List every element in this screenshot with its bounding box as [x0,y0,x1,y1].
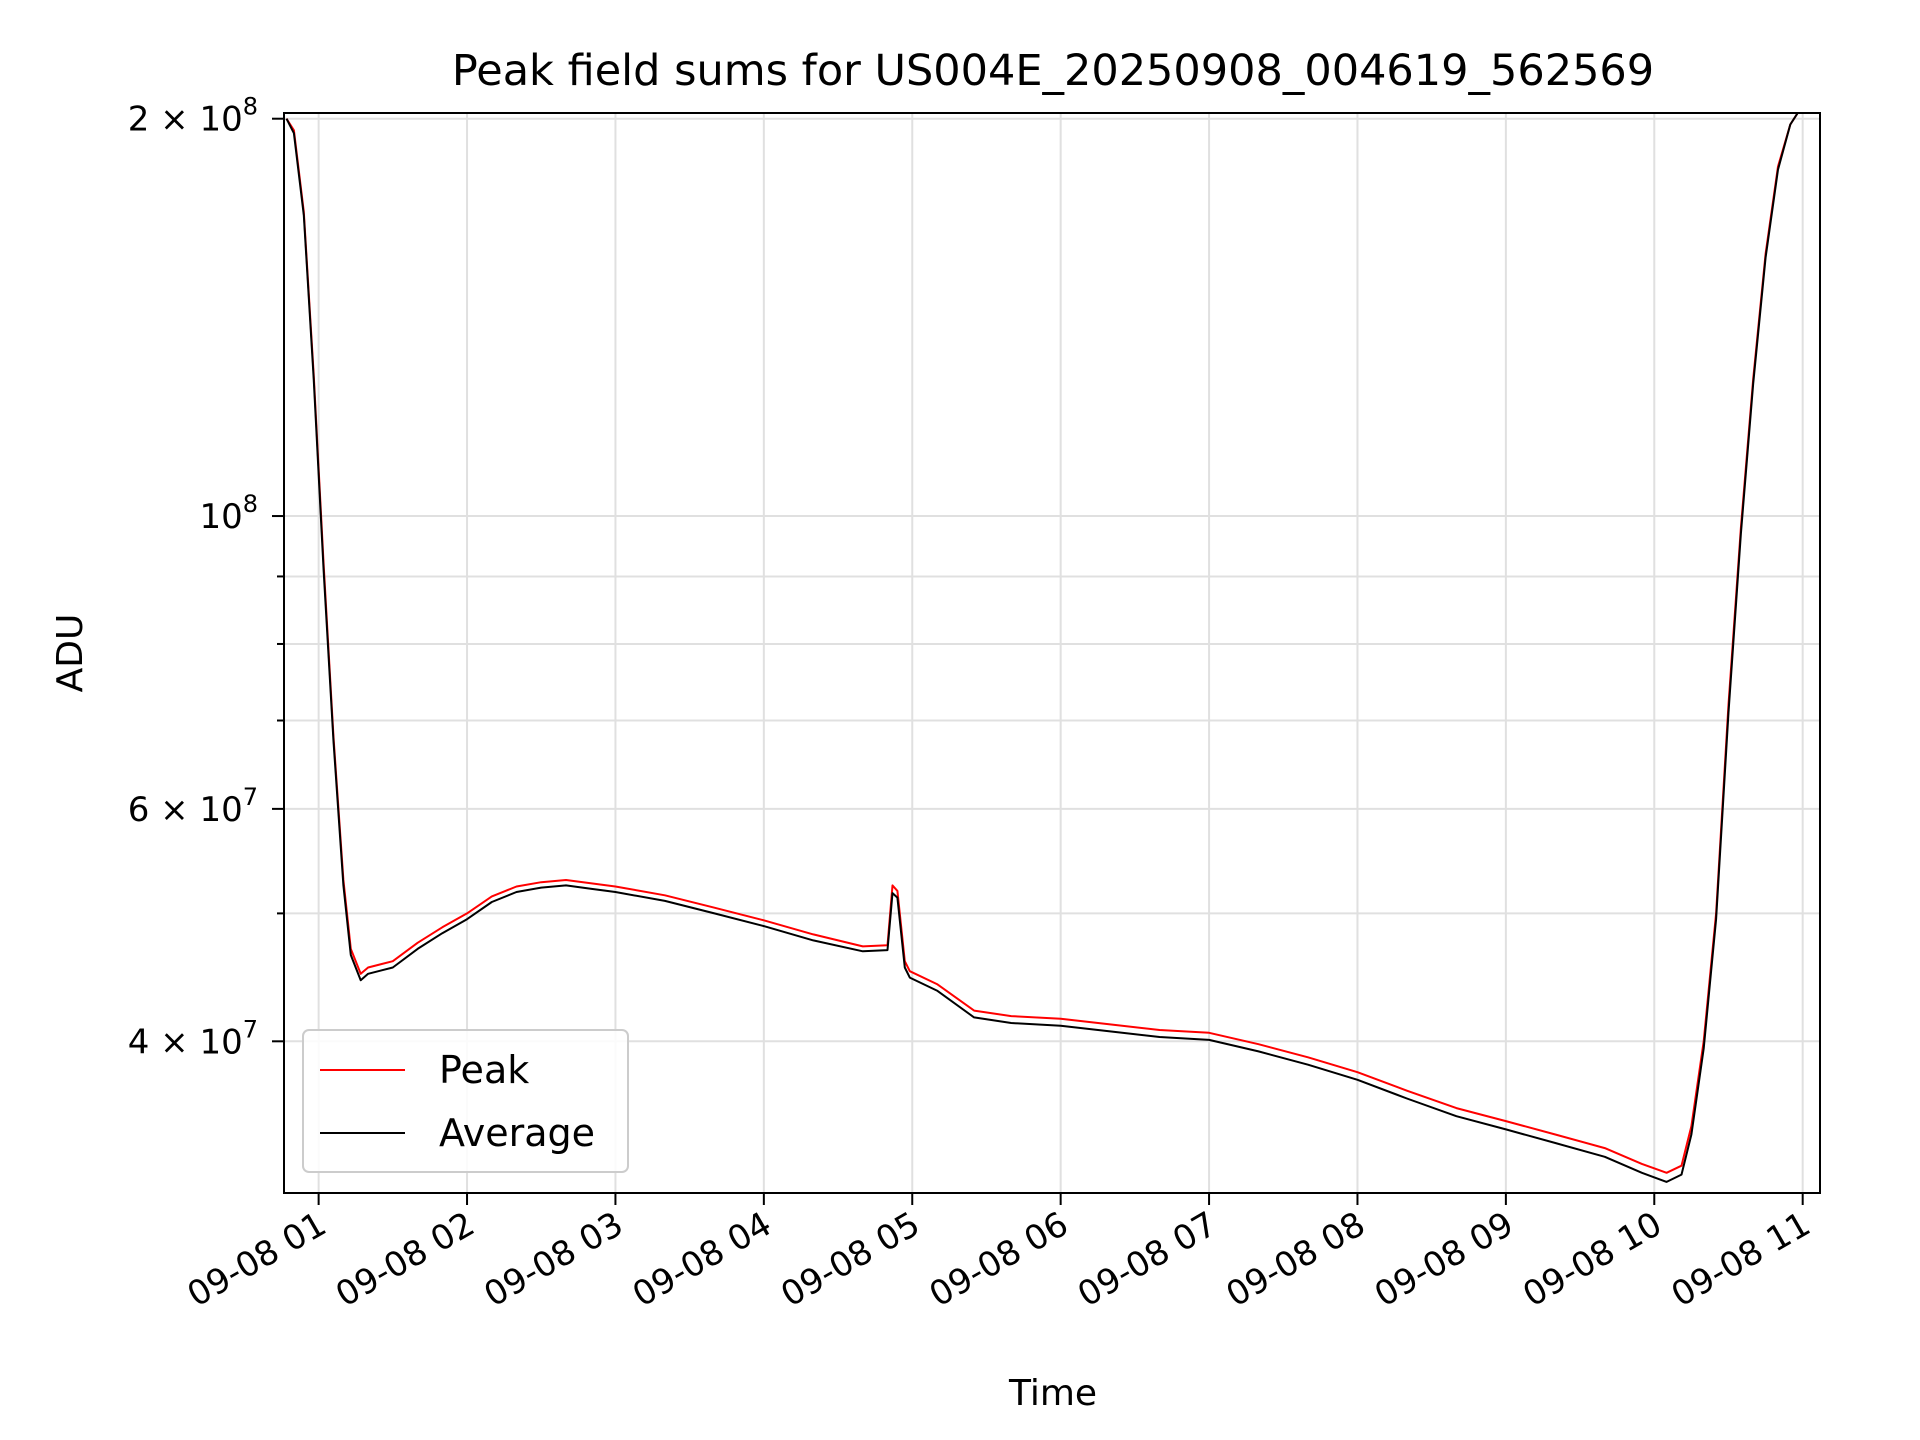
chart-title: Peak field sums for US004E_20250908_0046… [452,46,1654,96]
legend-label-average: Average [439,1111,595,1155]
series-line-peak [285,113,1799,1174]
y-axis-label: ADU [50,614,91,693]
plot-frame [283,112,1821,1194]
y-tick-label: 4 × 107 [128,1015,258,1062]
legend: Peak Average [302,1029,629,1173]
y-tick-label: 6 × 107 [128,783,258,830]
series-line-average [285,113,1799,1183]
grid [284,113,1820,1193]
legend-label-peak: Peak [439,1048,529,1092]
y-tick-label: 2 × 108 [128,93,258,140]
legend-box [302,1029,629,1173]
series-layer [285,113,1799,1183]
x-axis-label: Time [1008,1373,1097,1414]
